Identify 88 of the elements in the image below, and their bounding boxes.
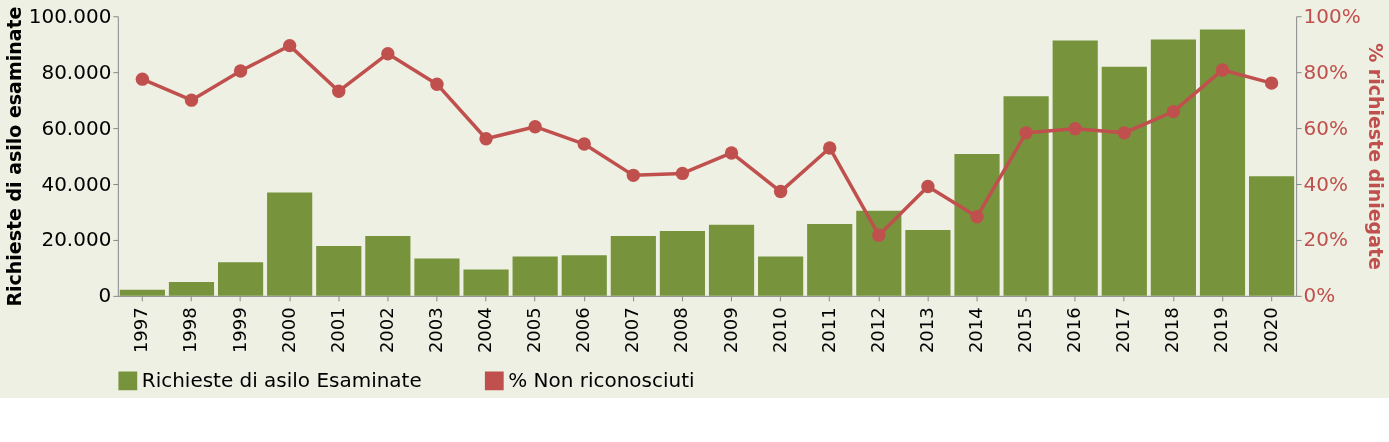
- point: [626, 168, 641, 183]
- point: [823, 141, 837, 155]
- bar: [414, 258, 460, 296]
- x-tick-label: 2004: [474, 307, 496, 354]
- x-tick-label: 2010: [768, 307, 790, 354]
- bar: [561, 255, 607, 296]
- y2-tick-label: 40%: [1303, 171, 1349, 196]
- point: [773, 184, 788, 199]
- bar: [365, 236, 411, 296]
- x-tick-label: 2006: [572, 307, 594, 354]
- x-tick-label: 2016: [1063, 307, 1085, 354]
- x-tick-label: 2009: [719, 307, 741, 354]
- bar: [807, 224, 853, 296]
- point: [675, 166, 690, 181]
- x-tick-label: 2011: [817, 307, 839, 354]
- x-tick-label: 2008: [670, 307, 692, 354]
- y-tick-label: 100.000: [28, 3, 112, 28]
- x-tick-label: 2005: [523, 307, 545, 354]
- point: [135, 72, 150, 86]
- point: [970, 210, 984, 224]
- point: [184, 93, 199, 107]
- bar: [512, 256, 558, 296]
- point: [233, 64, 248, 78]
- bar: [267, 192, 313, 296]
- x-tick-label: 2007: [621, 307, 643, 354]
- point: [921, 179, 935, 194]
- point: [577, 137, 591, 151]
- y-tick-label: 80.000: [41, 59, 112, 84]
- y2-tick-label: 0%: [1303, 283, 1336, 308]
- x-tick-label: 2014: [965, 307, 986, 354]
- point: [1166, 104, 1181, 119]
- x-tick-label: 2001: [326, 307, 348, 354]
- point: [332, 84, 346, 98]
- bar: [1249, 176, 1295, 296]
- point: [282, 38, 297, 53]
- point: [381, 47, 395, 61]
- x-tick-label: 1999: [228, 307, 250, 354]
- point: [1215, 63, 1230, 77]
- bar: [1052, 40, 1098, 296]
- point: [1068, 121, 1082, 136]
- bar: [463, 269, 509, 296]
- y-tick-label: 40.000: [41, 171, 112, 196]
- point: [528, 120, 542, 134]
- bar: [954, 154, 1000, 296]
- bar: [659, 230, 706, 296]
- point: [872, 228, 886, 242]
- bar: [905, 229, 951, 296]
- legend-label: % Non riconosciuti: [508, 367, 695, 392]
- bar: [1101, 66, 1147, 296]
- point: [479, 132, 493, 146]
- y2-tick-label: 60%: [1303, 115, 1349, 140]
- x-tick-label: 2020: [1259, 307, 1281, 354]
- point: [1117, 126, 1131, 140]
- bar: [1003, 96, 1049, 296]
- point: [1019, 126, 1033, 140]
- bar: [1199, 29, 1246, 296]
- x-tick-label: 2017: [1112, 307, 1134, 354]
- x-tick-label: 1997: [130, 307, 152, 354]
- x-tick-label: 2000: [277, 307, 299, 354]
- y-tick-label: 60.000: [41, 115, 112, 140]
- bar: [316, 246, 362, 296]
- point: [724, 146, 739, 160]
- x-tick-label: 2019: [1210, 307, 1232, 354]
- legend-label: Richieste di asilo Esaminate: [141, 367, 422, 392]
- x-tick-label: 2013: [915, 307, 937, 354]
- x-tick-label: 2012: [866, 307, 888, 354]
- y-axis-title: Richieste di asilo esaminate: [2, 6, 25, 307]
- x-tick-label: 2002: [375, 307, 397, 354]
- bar: [610, 236, 656, 296]
- bar: [758, 256, 804, 296]
- x-tick-label: 2003: [424, 307, 446, 354]
- point: [430, 77, 444, 91]
- bar: [119, 289, 165, 296]
- y2-tick-label: 100%: [1303, 3, 1361, 28]
- y2-tick-label: 20%: [1303, 227, 1349, 252]
- point: [1264, 76, 1279, 90]
- bar: [1150, 39, 1196, 296]
- x-tick-label: 2015: [1014, 307, 1036, 354]
- bar: [708, 224, 755, 296]
- bar: [217, 262, 264, 296]
- bar: [168, 281, 215, 296]
- y2-axis-title: % richieste diniegate: [1364, 43, 1387, 270]
- x-tick-label: 1998: [179, 307, 201, 354]
- x-tick-label: 2018: [1161, 307, 1183, 354]
- bar: [856, 210, 902, 296]
- y-tick-label: 20.000: [41, 227, 112, 252]
- y2-tick-label: 80%: [1303, 59, 1349, 84]
- y-tick-label: 0: [98, 283, 112, 308]
